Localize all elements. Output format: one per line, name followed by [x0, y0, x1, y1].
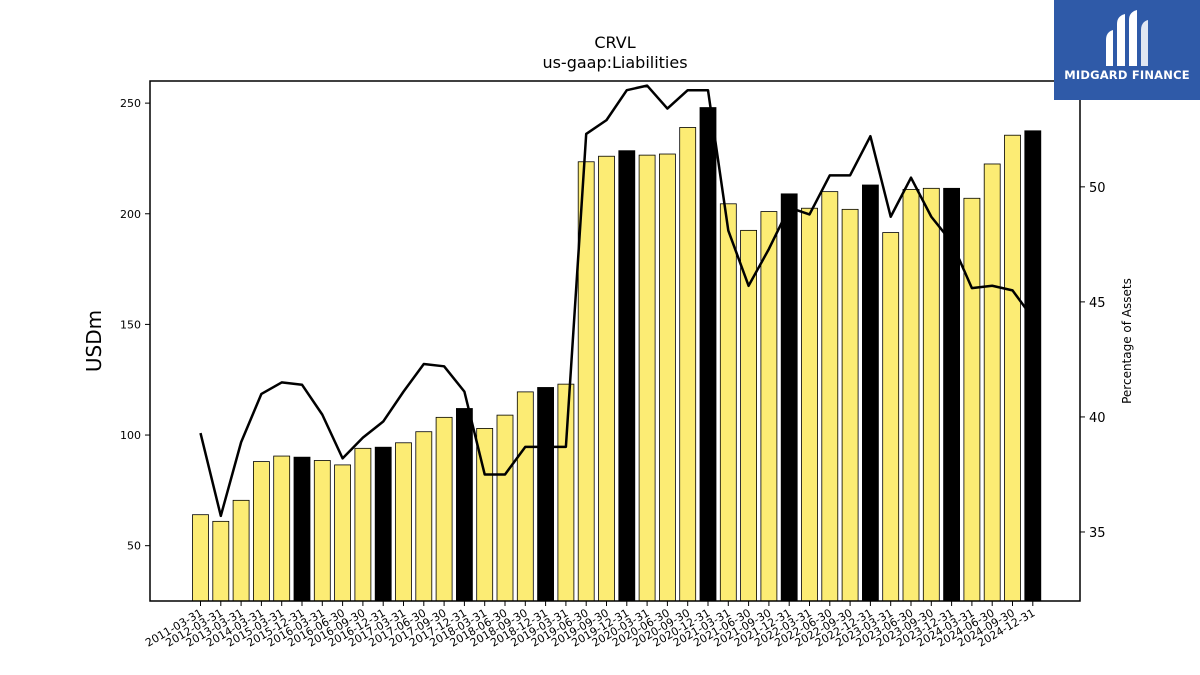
bar-2022-03-31	[801, 207, 818, 602]
y-tick-label: 250	[120, 97, 141, 110]
bar-2018-12-31	[537, 387, 554, 602]
bar-2022-12-31	[862, 184, 879, 602]
bar-2024-03-31	[963, 197, 981, 602]
plot-area	[192, 84, 1042, 602]
bar-2013-03-31	[232, 499, 250, 602]
bar-2016-09-30	[354, 447, 372, 602]
bar-2016-06-30	[334, 464, 352, 602]
bar-2024-12-31	[1024, 130, 1042, 602]
y-tick-label: 200	[120, 208, 141, 221]
chart-title: CRVL	[594, 33, 635, 52]
bar-2017-09-30	[435, 416, 453, 602]
bar-2020-12-31	[699, 107, 717, 602]
bar-2022-09-30	[841, 208, 859, 602]
bar-2017-06-30	[415, 431, 433, 602]
y-tick-label: 50	[127, 540, 141, 553]
y2-axis-label: Percentage of Assets	[1120, 278, 1134, 404]
bar-2012-03-31	[212, 520, 230, 602]
bar-2019-09-30	[598, 155, 615, 602]
brand-logo: MIDGARD FINANCE	[1054, 0, 1200, 100]
bar-2017-12-31	[455, 408, 473, 602]
bar-2024-09-30	[1004, 134, 1021, 602]
bar-2021-09-30	[760, 211, 778, 602]
bar-2015-12-31	[293, 456, 311, 602]
bar-2023-09-30	[922, 187, 940, 602]
y-axis-label: USDm	[82, 310, 106, 372]
y-tick-label: 150	[120, 318, 141, 331]
bar-2017-03-31	[395, 442, 412, 602]
bar-2018-09-30	[516, 391, 534, 602]
plot-frame	[149, 80, 1081, 602]
bar-2024-06-30	[983, 163, 1001, 602]
bar-2011-03-31	[192, 514, 209, 602]
percentage-line	[199, 84, 1034, 518]
bar-2014-03-31	[252, 461, 270, 602]
bar-2023-12-31	[943, 187, 960, 602]
bar-2022-06-30	[821, 191, 839, 602]
y2-tick-label: 50	[1089, 181, 1106, 196]
y2-tick-label: 40	[1089, 411, 1106, 426]
bar-2023-06-30	[902, 189, 920, 602]
chart-subtitle: us-gaap:Liabilities	[542, 53, 687, 72]
y-tick-label: 100	[120, 429, 141, 442]
bar-2015-03-31	[273, 455, 291, 602]
bar-2023-03-31	[882, 232, 900, 602]
bar-2020-09-30	[679, 127, 697, 602]
y2-tick-label: 35	[1089, 526, 1106, 541]
bar-2019-03-31	[557, 383, 575, 602]
brand-name: MIDGARD FINANCE	[1064, 68, 1190, 82]
bar-2016-12-31	[374, 446, 392, 602]
y2-tick-label: 45	[1089, 296, 1106, 311]
bar-2018-06-30	[496, 414, 514, 602]
bar-2016-03-31	[313, 460, 331, 602]
midgard-logo-icon	[1106, 10, 1148, 66]
bar-2020-03-31	[638, 154, 656, 602]
bar-2020-06-30	[659, 153, 676, 602]
bar-2021-12-31	[780, 193, 798, 602]
bar-2021-03-31	[719, 203, 737, 602]
bar-2019-12-31	[618, 150, 636, 602]
